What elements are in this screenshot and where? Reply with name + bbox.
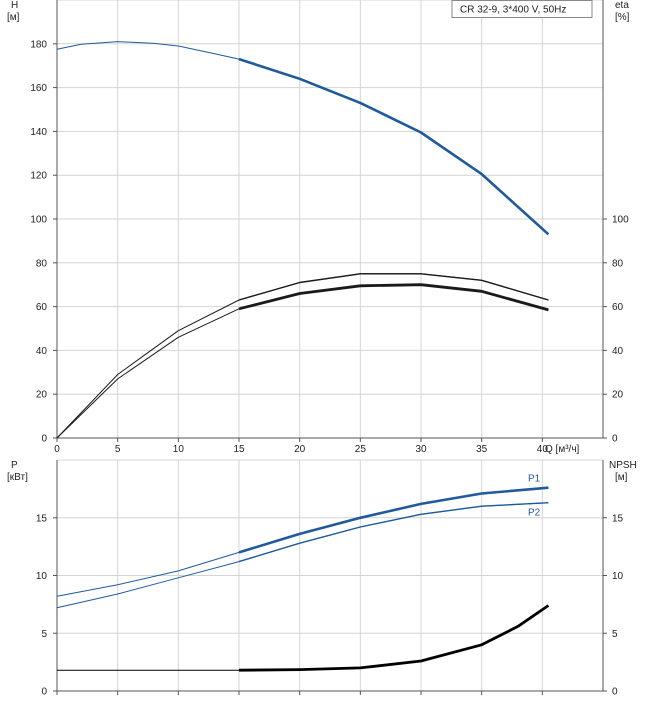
series-line-thin	[57, 605, 549, 671]
x-tick-label: 15	[233, 444, 245, 455]
left-axis-unit: [кВт]	[7, 472, 28, 483]
x-tick-label: 25	[355, 444, 367, 455]
legend-box	[451, 0, 593, 18]
right-tick-label: 80	[612, 258, 624, 269]
series-line-thin	[56, 502, 549, 609]
x-tick-label: 5	[115, 444, 121, 455]
series-line-duty	[238, 502, 549, 563]
series-line-duty	[238, 486, 549, 554]
right-tick-label: 5	[612, 629, 618, 640]
left-tick-label: 100	[30, 215, 47, 226]
left-tick-label: 160	[30, 83, 47, 94]
x-tick-label: 35	[476, 444, 488, 455]
left-axis-unit: [м]	[7, 12, 20, 23]
right-axis-unit: [м]	[615, 472, 628, 483]
series-2-3	[57, 604, 550, 672]
x-tick-label: 30	[415, 444, 427, 455]
left-tick-label: 40	[36, 346, 48, 357]
x-tick-label: 10	[173, 444, 185, 455]
series-p1: P1	[56, 474, 549, 597]
left-tick-label: 20	[36, 390, 48, 401]
series-1-2	[56, 273, 549, 439]
right-tick-label: 0	[612, 687, 618, 698]
right-tick-label: 40	[612, 346, 624, 357]
left-tick-label: 120	[30, 171, 47, 182]
series-1-1	[56, 41, 550, 236]
series-p2: P2	[56, 502, 549, 609]
x-tick-label: 0	[54, 444, 60, 455]
left-tick-label: 180	[30, 39, 47, 50]
right-tick-label: 100	[612, 215, 629, 226]
left-tick-label: 0	[41, 687, 47, 698]
left-tick-label: 80	[36, 258, 48, 269]
left-tick-label: 5	[41, 629, 47, 640]
panel-1	[53, 0, 607, 442]
right-tick-label: 0	[612, 434, 618, 445]
left-tick-label: 15	[36, 513, 48, 524]
left-tick-label: 140	[30, 127, 47, 138]
series-line-duty	[238, 57, 550, 236]
right-tick-label: 20	[612, 390, 624, 401]
x-tick-label: 40	[537, 444, 549, 455]
left-tick-label: 0	[41, 434, 47, 445]
series-line-thin	[56, 41, 549, 235]
x-axis-title: Q [м³/ч]	[545, 444, 580, 455]
series-label-p1: P1	[528, 474, 541, 485]
series-line-duty	[238, 604, 550, 672]
series-line-duty	[238, 273, 549, 301]
series-line-duty	[238, 283, 549, 312]
left-tick-label: 60	[36, 302, 48, 313]
series-1-3	[56, 283, 549, 439]
right-tick-label: 60	[612, 302, 624, 313]
left-axis-title: H	[11, 0, 18, 11]
series-line-thin	[56, 284, 549, 439]
right-axis-unit: [%]	[615, 12, 630, 23]
right-axis-title: NPSH	[609, 460, 637, 471]
right-tick-label: 15	[612, 513, 624, 524]
legend-label: CR 32-9, 3*400 V, 50Hz	[460, 5, 566, 16]
x-tick-label: 20	[294, 444, 306, 455]
series-label-p2: P2	[528, 508, 541, 519]
left-tick-label: 10	[36, 571, 48, 582]
right-axis-title: eta	[615, 0, 629, 11]
series-line-thin	[56, 273, 549, 439]
left-axis-title: P	[11, 460, 18, 471]
panel-2: P1 P2	[53, 459, 607, 695]
right-tick-label: 10	[612, 571, 624, 582]
